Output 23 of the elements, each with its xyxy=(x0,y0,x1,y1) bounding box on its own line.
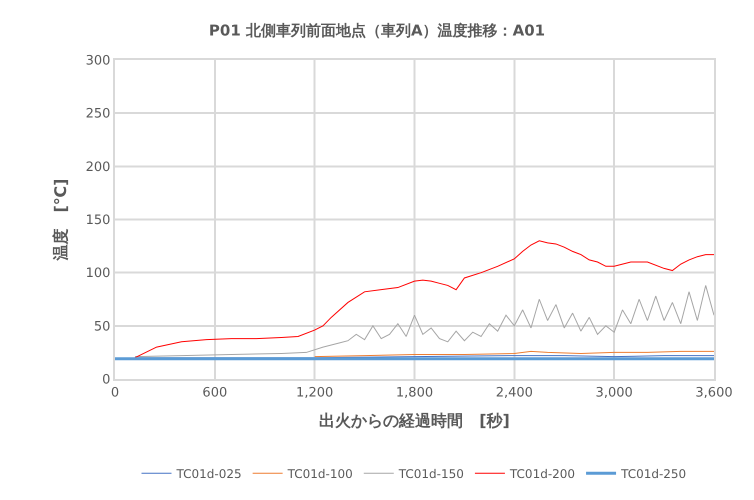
legend-label: TC01d-150 xyxy=(398,466,464,481)
y-tick-label: 200 xyxy=(86,160,110,175)
x-tick-label: 3,000 xyxy=(596,386,633,401)
y-tick-label: 150 xyxy=(86,213,110,228)
y-tick-label: 300 xyxy=(86,54,110,69)
legend-label: TC01d-250 xyxy=(620,466,686,481)
x-tick-label: 600 xyxy=(202,386,228,401)
legend-label: TC01d-025 xyxy=(176,466,242,481)
legend-label: TC01d-100 xyxy=(286,466,353,481)
y-axis-title: 温度 [℃] xyxy=(50,178,70,262)
y-tick-label: 0 xyxy=(102,372,110,388)
x-tick-label: 3,600 xyxy=(695,386,733,401)
x-tick-label: 1,800 xyxy=(396,386,434,401)
line-series xyxy=(134,284,714,358)
x-axis-title: 出火からの経過時間 [秒] xyxy=(319,410,510,430)
y-tick-label: 100 xyxy=(86,266,110,282)
y-tick-label: 250 xyxy=(86,106,110,122)
legend-label: TC01d-200 xyxy=(508,466,576,481)
chart-title: P01 北側車列前面地点（車列A）温度推移：A01 xyxy=(208,22,546,40)
line-series xyxy=(134,240,714,358)
x-tick-label: 2,400 xyxy=(496,386,533,401)
x-tick-label: 1,200 xyxy=(296,386,334,401)
y-tick-label: 50 xyxy=(94,319,110,334)
